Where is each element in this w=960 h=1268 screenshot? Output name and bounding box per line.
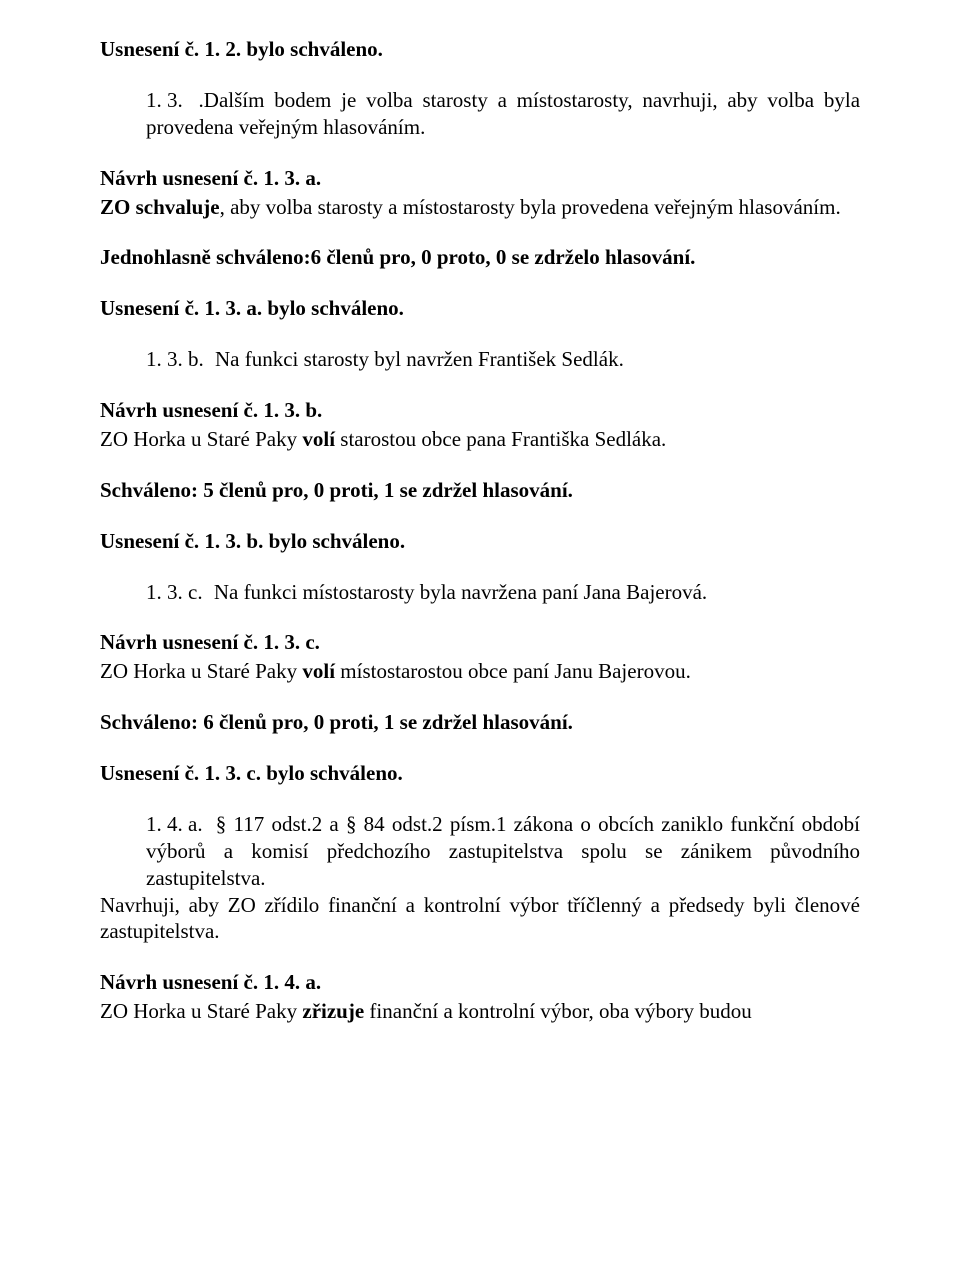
proposal-body: ZO schvaluje, aby volba starosty a místo… <box>100 194 860 221</box>
item-1-4-a-first: 1. 4. a. § 117 odst.2 a § 84 odst.2 písm… <box>100 811 860 892</box>
proposal-rest: finanční a kontrolní výbor, oba výbory b… <box>364 999 752 1023</box>
proposal-pre: ZO Horka u Staré Paky <box>100 999 302 1023</box>
proposal-1-3-a: Návrh usnesení č. 1. 3. a. ZO schvaluje,… <box>100 165 860 221</box>
resolution-approved-1-3-b: Usnesení č. 1. 3. b. bylo schváleno. <box>100 528 860 555</box>
proposal-lead: ZO schvaluje <box>100 195 220 219</box>
item-1-4-a-tail: Navrhuji, aby ZO zřídilo finanční a kont… <box>100 892 860 946</box>
proposal-heading: Návrh usnesení č. 1. 3. c. <box>100 629 860 656</box>
item-text: Na funkci místostarosty byla navržena pa… <box>214 580 707 604</box>
item-text: .Dalším bodem je volba starosty a místos… <box>146 88 860 139</box>
proposal-rest: místostarostou obce paní Janu Bajerovou. <box>335 659 691 683</box>
item-1-3-c: 1. 3. c. Na funkci místostarosty byla na… <box>100 579 860 606</box>
proposal-pre: ZO Horka u Staré Paky <box>100 427 302 451</box>
vote-result-1-3-b: Schváleno: 5 členů pro, 0 proti, 1 se zd… <box>100 477 860 504</box>
proposal-body: ZO Horka u Staré Paky volí místostarosto… <box>100 658 860 685</box>
vote-result-1-3-c: Schváleno: 6 členů pro, 0 proti, 1 se zd… <box>100 709 860 736</box>
proposal-1-3-b: Návrh usnesení č. 1. 3. b. ZO Horka u St… <box>100 397 860 453</box>
proposal-body: ZO Horka u Staré Paky volí starostou obc… <box>100 426 860 453</box>
item-text: Na funkci starosty byl navržen František… <box>215 347 624 371</box>
proposal-heading: Návrh usnesení č. 1. 3. b. <box>100 397 860 424</box>
item-1-4-a: 1. 4. a. § 117 odst.2 a § 84 odst.2 písm… <box>100 811 860 945</box>
proposal-rest: starostou obce pana Františka Sedláka. <box>335 427 666 451</box>
item-1-3-b: 1. 3. b. Na funkci starosty byl navržen … <box>100 346 860 373</box>
proposal-body: ZO Horka u Staré Paky zřizuje finanční a… <box>100 998 860 1025</box>
proposal-heading: Návrh usnesení č. 1. 4. a. <box>100 969 860 996</box>
proposal-verb: zřizuje <box>302 999 364 1023</box>
item-text: § 117 odst.2 a § 84 odst.2 písm.1 zákona… <box>146 812 860 890</box>
item-number: 1. 3. <box>146 87 183 114</box>
proposal-heading: Návrh usnesení č. 1. 3. a. <box>100 165 860 192</box>
item-1-3: 1. 3. .Dalším bodem je volba starosty a … <box>100 87 860 141</box>
document-page: Usnesení č. 1. 2. bylo schváleno. 1. 3. … <box>0 0 960 1268</box>
vote-result-1-3-a: Jednohlasně schváleno:6 členů pro, 0 pro… <box>100 244 860 271</box>
resolution-approved-1-2: Usnesení č. 1. 2. bylo schváleno. <box>100 36 860 63</box>
proposal-rest: , aby volba starosty a místostarosty byl… <box>220 195 841 219</box>
resolution-approved-1-3-c: Usnesení č. 1. 3. c. bylo schváleno. <box>100 760 860 787</box>
resolution-approved-1-3-a: Usnesení č. 1. 3. a. bylo schváleno. <box>100 295 860 322</box>
item-number: 1. 3. b. <box>146 346 204 373</box>
proposal-1-3-c: Návrh usnesení č. 1. 3. c. ZO Horka u St… <box>100 629 860 685</box>
proposal-1-4-a: Návrh usnesení č. 1. 4. a. ZO Horka u St… <box>100 969 860 1025</box>
item-number: 1. 3. c. <box>146 579 203 606</box>
proposal-verb: volí <box>302 427 335 451</box>
proposal-pre: ZO Horka u Staré Paky <box>100 659 302 683</box>
item-number: 1. 4. a. <box>146 811 203 838</box>
proposal-verb: volí <box>302 659 335 683</box>
